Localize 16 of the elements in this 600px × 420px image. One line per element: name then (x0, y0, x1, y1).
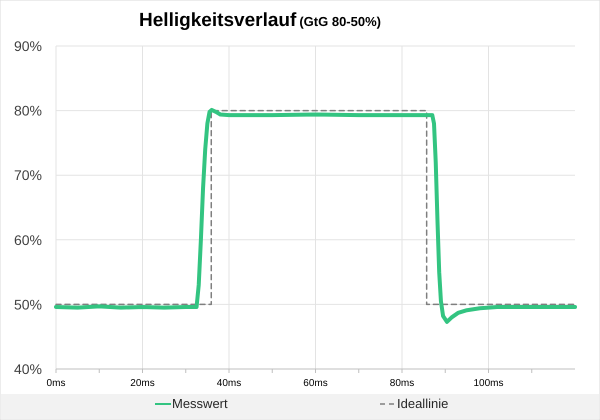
y-tick-label: 80% (14, 102, 42, 119)
legend-label: Messwert (172, 396, 228, 411)
x-tick-label: 0ms (46, 378, 66, 389)
chart-subtitle: (GtG 80-50%) (299, 14, 381, 29)
y-tick-label: 70% (14, 167, 42, 184)
y-tick-label: 90% (14, 38, 42, 54)
x-tick-label: 40ms (216, 378, 242, 389)
x-tick-label: 100ms (473, 378, 504, 389)
x-tick-label: 80ms (390, 378, 414, 389)
y-tick-label: 50% (14, 296, 42, 312)
legend-label: Ideallinie (397, 396, 448, 411)
x-tick-label: 60ms (303, 378, 328, 389)
y-tick-label: 40% (14, 361, 42, 377)
chart-title: Helligkeitsverlauf (139, 10, 296, 31)
y-tick-label: 60% (14, 232, 42, 248)
x-tick-label: 20ms (130, 378, 155, 389)
